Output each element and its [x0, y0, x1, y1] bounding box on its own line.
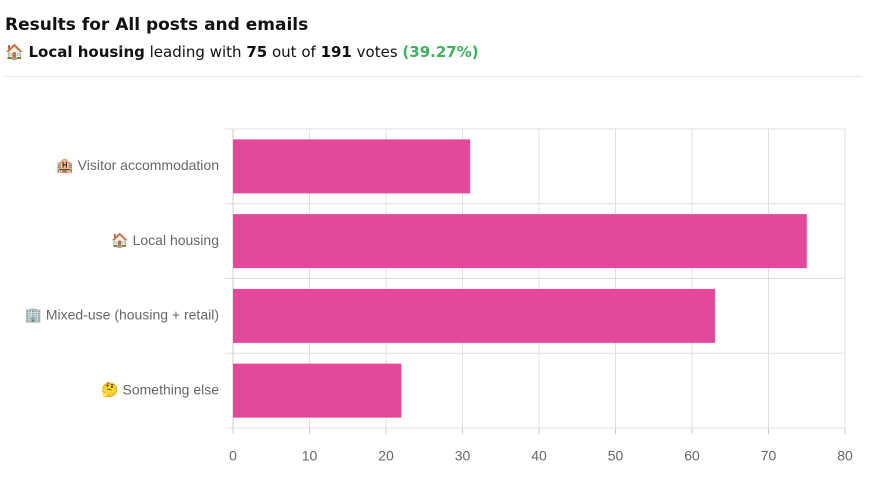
x-tick-label: 0: [229, 448, 237, 464]
y-tick-label: 🏢 Mixed-use (housing + retail): [25, 307, 219, 324]
x-tick-label: 40: [531, 448, 547, 464]
y-tick-label: 🤔 Something else: [101, 381, 219, 398]
total-votes: 191: [320, 43, 352, 61]
text: votes: [356, 43, 398, 61]
percent: (39.27%): [402, 43, 479, 61]
title: Results for All posts and emails: [5, 15, 309, 35]
x-tick-label: 20: [378, 448, 394, 464]
x-tick-label: 10: [302, 448, 318, 464]
leader: Local housing: [28, 43, 145, 61]
x-tick-label: 70: [761, 448, 777, 464]
divider: [5, 76, 862, 77]
x-tick-label: 30: [455, 448, 471, 464]
bar: [233, 139, 471, 194]
bar: [233, 214, 807, 269]
summary: 🏠 Local housing leading with 75 out of 1…: [5, 43, 479, 61]
leader-votes: 75: [246, 43, 268, 61]
x-tick-label: 80: [837, 448, 853, 464]
leader-icon: 🏠: [5, 43, 24, 61]
x-tick-label: 60: [684, 448, 700, 464]
bar: [233, 288, 715, 343]
text: out of: [271, 43, 316, 61]
y-tick-label: 🏨 Visitor accommodation: [56, 157, 219, 174]
y-tick-label: 🏠 Local housing: [111, 232, 219, 249]
x-tick-label: 50: [608, 448, 624, 464]
text: leading with: [149, 43, 242, 61]
bar: [233, 363, 402, 418]
